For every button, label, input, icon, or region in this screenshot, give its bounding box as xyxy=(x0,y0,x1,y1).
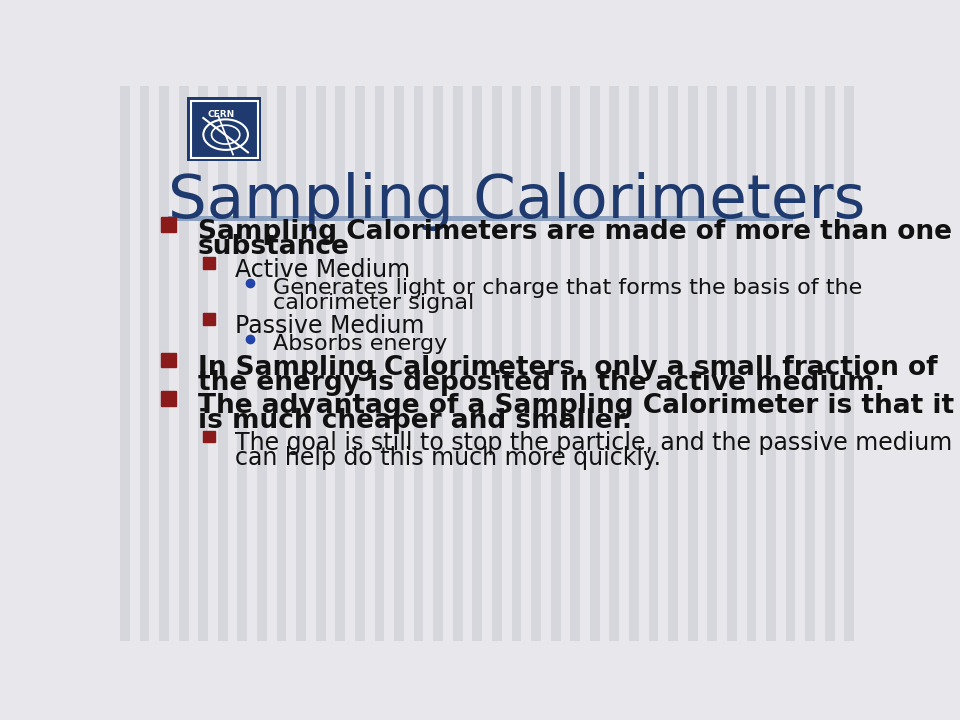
Bar xyxy=(512,86,521,641)
Bar xyxy=(687,86,698,641)
Bar xyxy=(727,86,736,641)
Bar xyxy=(433,86,444,641)
Bar xyxy=(629,86,638,641)
Bar xyxy=(168,216,793,220)
Bar xyxy=(335,86,346,641)
Bar xyxy=(708,86,717,641)
Bar xyxy=(610,86,619,641)
Bar xyxy=(453,86,463,641)
Bar xyxy=(120,86,130,641)
Bar xyxy=(179,86,188,641)
Bar xyxy=(589,86,600,641)
Text: substance: substance xyxy=(198,235,350,261)
Text: In Sampling Calorimeters, only a small fraction of: In Sampling Calorimeters, only a small f… xyxy=(198,355,938,381)
Bar xyxy=(218,86,228,641)
Bar xyxy=(257,86,267,641)
Bar xyxy=(414,86,423,641)
Bar xyxy=(395,86,404,641)
Text: calorimeter signal: calorimeter signal xyxy=(273,293,474,313)
Text: The advantage of a Sampling Calorimeter is that it: The advantage of a Sampling Calorimeter … xyxy=(198,393,954,419)
Bar xyxy=(825,86,834,641)
Bar xyxy=(766,86,776,641)
Text: the energy is deposited in the active medium.: the energy is deposited in the active me… xyxy=(198,369,885,396)
Text: The goal is still to stop the particle, and the passive medium: The goal is still to stop the particle, … xyxy=(235,431,952,455)
FancyBboxPatch shape xyxy=(161,391,176,405)
Bar xyxy=(668,86,678,641)
Bar xyxy=(237,86,248,641)
FancyBboxPatch shape xyxy=(187,97,261,161)
Bar xyxy=(199,86,208,641)
Bar xyxy=(747,86,756,641)
Bar xyxy=(649,86,659,641)
Bar xyxy=(845,86,854,641)
Bar xyxy=(276,86,286,641)
Bar xyxy=(785,86,796,641)
Text: is much cheaper and smaller.: is much cheaper and smaller. xyxy=(198,408,632,434)
Bar xyxy=(139,86,150,641)
Text: Active Medium: Active Medium xyxy=(235,258,411,282)
Text: Absorbs energy: Absorbs energy xyxy=(273,334,446,354)
Text: can help do this much more quickly.: can help do this much more quickly. xyxy=(235,446,661,470)
FancyBboxPatch shape xyxy=(204,431,215,442)
Text: Sampling Calorimeters are made of more than one: Sampling Calorimeters are made of more t… xyxy=(198,220,952,246)
Bar xyxy=(374,86,384,641)
FancyBboxPatch shape xyxy=(191,101,257,158)
Bar xyxy=(551,86,561,641)
Bar xyxy=(492,86,502,641)
Bar xyxy=(159,86,169,641)
Bar xyxy=(570,86,580,641)
Bar xyxy=(805,86,815,641)
Bar xyxy=(355,86,365,641)
FancyBboxPatch shape xyxy=(161,353,176,367)
Bar xyxy=(531,86,540,641)
Text: Generates light or charge that forms the basis of the: Generates light or charge that forms the… xyxy=(273,278,862,298)
Text: CERN: CERN xyxy=(207,109,234,119)
Bar xyxy=(472,86,482,641)
Text: Sampling Calorimeters: Sampling Calorimeters xyxy=(168,172,866,231)
Bar xyxy=(316,86,325,641)
FancyBboxPatch shape xyxy=(204,257,215,269)
FancyBboxPatch shape xyxy=(204,313,215,325)
Text: Passive Medium: Passive Medium xyxy=(235,314,424,338)
FancyBboxPatch shape xyxy=(161,217,176,232)
Bar xyxy=(297,86,306,641)
